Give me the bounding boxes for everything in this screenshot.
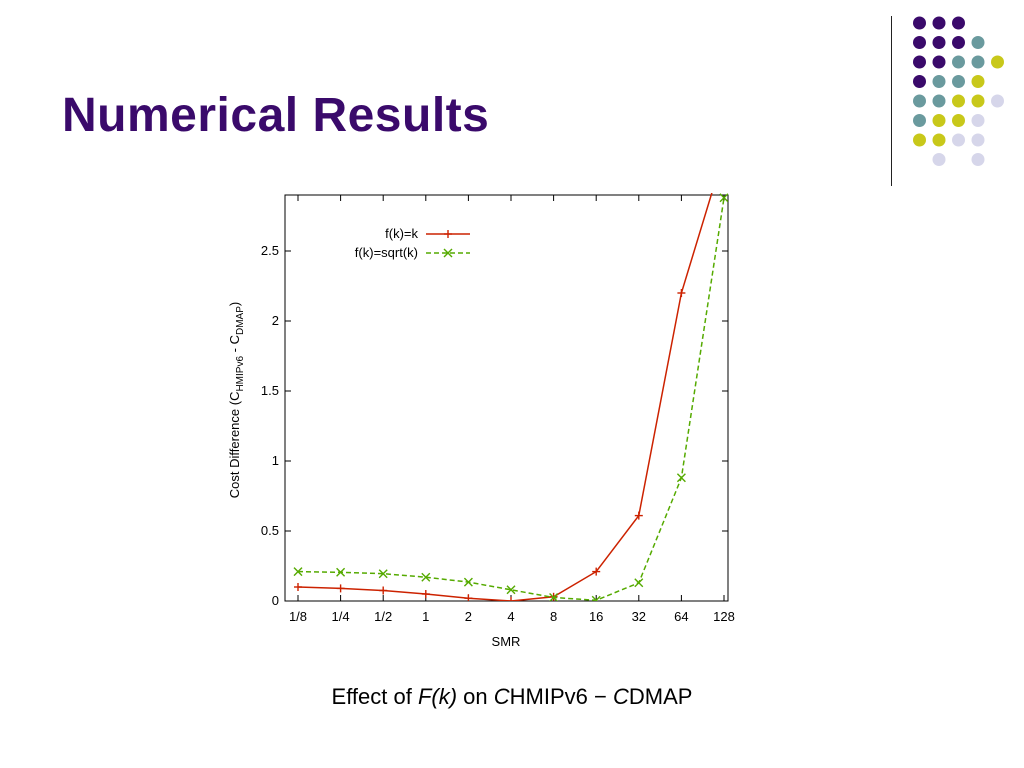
legend-marker	[443, 248, 453, 258]
decorative-dot	[913, 16, 926, 30]
y-tick-label: 1.5	[261, 383, 279, 398]
decorative-dot	[932, 36, 946, 49]
x-tick-label: 2	[465, 609, 472, 624]
legend-label: f(k)=k	[385, 226, 418, 241]
decorative-dot	[913, 36, 926, 49]
decorative-dot	[952, 16, 965, 30]
x-tick-label: 1/8	[289, 609, 307, 624]
decorative-dot	[952, 75, 965, 88]
data-point	[336, 567, 346, 577]
decorative-dot	[971, 36, 985, 49]
data-point	[378, 569, 388, 579]
x-tick-label: 1/4	[332, 609, 350, 624]
decorative-dot	[971, 114, 985, 127]
y-tick-label: 1	[272, 453, 279, 468]
decorative-dot	[952, 55, 965, 69]
x-tick-label: 128	[713, 609, 735, 624]
decorative-dot	[952, 36, 965, 49]
y-tick-label: 0	[272, 593, 279, 608]
series-group	[293, 193, 728, 601]
x-tick-label: 32	[632, 609, 646, 624]
x-tick-label: 8	[550, 609, 557, 624]
decorative-dot	[913, 75, 926, 88]
data-point	[294, 583, 302, 591]
decorative-dot	[932, 114, 946, 127]
decorative-dot	[932, 133, 946, 147]
x-tick-label: 1	[422, 609, 429, 624]
data-point	[336, 584, 345, 593]
decorative-dot	[913, 94, 926, 108]
data-point	[549, 593, 559, 601]
legend-marker	[444, 230, 452, 238]
data-point	[719, 193, 728, 203]
data-point	[676, 473, 686, 483]
decorative-dot	[971, 133, 985, 147]
data-point	[464, 594, 473, 601]
data-point	[507, 597, 515, 601]
decorative-dot	[913, 133, 926, 147]
x-tick-label: 64	[674, 609, 688, 624]
decorative-dot	[971, 55, 985, 69]
decorative-dot	[932, 153, 946, 166]
decorative-dot	[913, 114, 926, 127]
y-axis-label: Cost Difference (CHMIPv6 - CDMAP)	[227, 302, 246, 498]
decorative-dot	[952, 133, 965, 147]
decorative-dot	[971, 75, 985, 88]
decorative-dot	[932, 94, 946, 108]
data-point	[379, 586, 388, 595]
decorative-dot	[932, 75, 946, 88]
x-tick-label: 4	[507, 609, 514, 624]
data-point	[592, 567, 601, 576]
decorative-dot	[971, 94, 985, 108]
data-point	[463, 577, 473, 587]
decorative-dot	[952, 114, 965, 127]
page-title: Numerical Results	[62, 89, 490, 142]
divider-line	[891, 16, 892, 186]
x-tick-label: 16	[589, 609, 603, 624]
decorative-dot	[952, 94, 965, 108]
decorative-dot	[913, 55, 926, 69]
decorative-dot	[991, 55, 1004, 69]
legend-label: f(k)=sqrt(k)	[355, 245, 418, 260]
y-tick-label: 0.5	[261, 523, 279, 538]
data-point	[677, 289, 686, 297]
x-axis-label: SMR	[492, 634, 521, 649]
decorative-dot	[991, 94, 1004, 108]
data-point	[421, 572, 431, 582]
decorative-dot	[932, 16, 946, 30]
data-point	[634, 511, 643, 520]
data-point	[293, 567, 303, 577]
data-point	[634, 578, 644, 588]
data-point	[506, 585, 516, 595]
series-group	[294, 193, 713, 601]
decorative-dot-grid	[913, 16, 1004, 166]
y-tick-label: 2	[272, 313, 279, 328]
series-line	[297, 193, 713, 601]
y-tick-label: 2.5	[261, 243, 279, 258]
decorative-dot	[971, 153, 985, 166]
figure-caption: Effect of F(k) on CHMIPv6 − CDMAP	[331, 684, 693, 709]
data-point	[421, 590, 430, 598]
x-tick-label: 1/2	[374, 609, 392, 624]
data-point	[591, 595, 601, 601]
decorative-dot	[932, 55, 946, 69]
